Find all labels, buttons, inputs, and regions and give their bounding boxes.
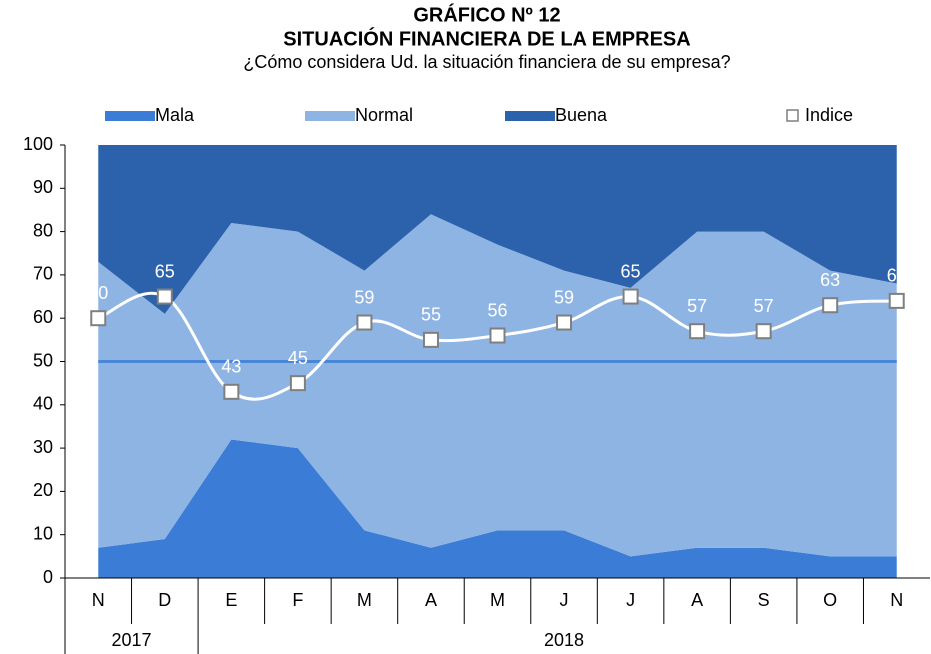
index-marker: [622, 288, 639, 305]
chart-subtitle: SITUACIÓN FINANCIERA DE LA EMPRESA: [283, 26, 690, 50]
area: [98, 145, 897, 314]
y-tick-label: 80: [33, 220, 53, 240]
index-marker: [689, 323, 706, 340]
x-tick-label: F: [292, 590, 303, 610]
value-label: 56: [487, 300, 507, 320]
y-tick-label: 30: [33, 437, 53, 457]
x-tick-label: O: [823, 590, 837, 610]
value-label: 57: [754, 296, 774, 316]
x-group-label: 2017: [112, 630, 152, 650]
value-label: 63: [820, 270, 840, 290]
value-label: 59: [554, 287, 574, 307]
x-tick-label: M: [490, 590, 505, 610]
x-tick-label: N: [890, 590, 903, 610]
area: [98, 439, 897, 578]
value-label: 64: [887, 266, 907, 286]
x-tick-label: J: [626, 590, 635, 610]
legend-swatch: [505, 111, 555, 121]
y-tick-label: 50: [33, 350, 53, 370]
x-tick-label: N: [92, 590, 105, 610]
y-tick-label: 0: [43, 567, 53, 587]
index-marker: [489, 327, 506, 344]
value-label: 57: [687, 296, 707, 316]
x-tick-label: A: [425, 590, 437, 610]
index-marker: [289, 375, 306, 392]
x-tick-label: D: [158, 590, 171, 610]
value-label: 55: [421, 305, 441, 325]
value-label: 45: [288, 348, 308, 368]
x-tick-label: E: [225, 590, 237, 610]
index-marker: [90, 310, 107, 327]
area: [98, 214, 897, 557]
legend-swatch: [305, 111, 355, 121]
index-marker: [822, 297, 839, 314]
index-marker: [223, 383, 240, 400]
value-label: 43: [221, 357, 241, 377]
index-marker: [888, 292, 905, 309]
value-label: 65: [621, 261, 641, 281]
index-marker: [422, 331, 439, 348]
value-label: 65: [155, 261, 175, 281]
value-label: 60: [88, 283, 108, 303]
y-tick-label: 20: [33, 480, 53, 500]
x-group-label: 2018: [544, 630, 584, 650]
chart-question: ¿Cómo considera Ud. la situación financi…: [243, 52, 730, 72]
legend-label: Buena: [555, 105, 608, 125]
x-tick-label: M: [357, 590, 372, 610]
y-tick-label: 90: [33, 177, 53, 197]
chart-title: GRÁFICO Nº 12: [413, 3, 560, 26]
legend-label: Indice: [805, 105, 853, 125]
x-tick-label: J: [560, 590, 569, 610]
legend-swatch: [105, 111, 155, 121]
index-marker: [556, 314, 573, 331]
index-marker: [755, 323, 772, 340]
legend-label: Normal: [355, 105, 413, 125]
y-tick-label: 60: [33, 307, 53, 327]
index-marker: [356, 314, 373, 331]
x-tick-label: A: [691, 590, 703, 610]
index-marker: [156, 288, 173, 305]
y-tick-label: 100: [23, 134, 53, 154]
y-tick-label: 70: [33, 264, 53, 284]
x-tick-label: S: [758, 590, 770, 610]
y-tick-label: 10: [33, 523, 53, 543]
legend-label: Mala: [155, 105, 195, 125]
legend-swatch: [786, 109, 799, 122]
value-label: 59: [354, 287, 374, 307]
y-tick-label: 40: [33, 394, 53, 414]
